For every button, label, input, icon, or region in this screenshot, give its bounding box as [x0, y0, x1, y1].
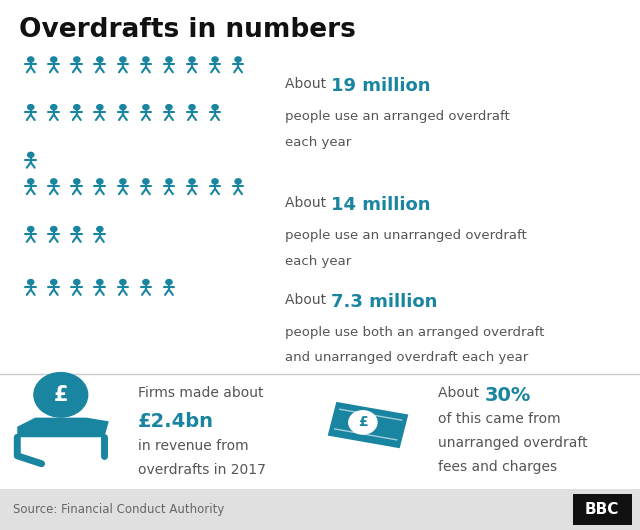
- Circle shape: [74, 57, 80, 62]
- Circle shape: [143, 279, 149, 285]
- Circle shape: [51, 179, 57, 184]
- Circle shape: [28, 152, 34, 157]
- Text: £: £: [54, 385, 68, 405]
- Circle shape: [97, 57, 103, 62]
- Text: Firms made about: Firms made about: [138, 386, 263, 400]
- Circle shape: [212, 57, 218, 62]
- Polygon shape: [328, 402, 408, 448]
- Circle shape: [189, 179, 195, 184]
- Circle shape: [51, 104, 57, 110]
- Text: in revenue from: in revenue from: [138, 439, 248, 453]
- Circle shape: [143, 179, 149, 184]
- Circle shape: [235, 57, 241, 62]
- Circle shape: [143, 57, 149, 62]
- Circle shape: [28, 279, 34, 285]
- Circle shape: [28, 57, 34, 62]
- FancyBboxPatch shape: [573, 494, 632, 525]
- Circle shape: [166, 179, 172, 184]
- Circle shape: [97, 226, 103, 232]
- Circle shape: [51, 57, 57, 62]
- Circle shape: [212, 104, 218, 110]
- Text: 7.3 million: 7.3 million: [331, 293, 437, 311]
- Circle shape: [28, 104, 34, 110]
- Circle shape: [28, 226, 34, 232]
- Circle shape: [166, 57, 172, 62]
- Circle shape: [74, 179, 80, 184]
- Text: of this came from: of this came from: [438, 412, 561, 426]
- Text: each year: each year: [285, 136, 351, 149]
- Text: people use both an arranged overdraft: people use both an arranged overdraft: [285, 326, 544, 339]
- Circle shape: [97, 179, 103, 184]
- Text: overdrafts in 2017: overdrafts in 2017: [138, 463, 266, 476]
- Circle shape: [97, 104, 103, 110]
- Circle shape: [349, 411, 377, 434]
- Circle shape: [74, 226, 80, 232]
- Text: unarranged overdraft: unarranged overdraft: [438, 436, 588, 450]
- Text: About: About: [285, 196, 330, 210]
- Text: and unarranged overdraft each year: and unarranged overdraft each year: [285, 351, 528, 365]
- Circle shape: [51, 226, 57, 232]
- Circle shape: [28, 179, 34, 184]
- Circle shape: [166, 279, 172, 285]
- Circle shape: [51, 279, 57, 285]
- Circle shape: [97, 279, 103, 285]
- Text: Source: Financial Conduct Authority: Source: Financial Conduct Authority: [13, 503, 224, 516]
- Text: About: About: [285, 77, 330, 91]
- Circle shape: [74, 104, 80, 110]
- Circle shape: [143, 104, 149, 110]
- Polygon shape: [17, 418, 109, 437]
- Circle shape: [34, 373, 88, 417]
- Circle shape: [120, 104, 126, 110]
- Text: fees and charges: fees and charges: [438, 460, 557, 474]
- Text: people use an unarranged overdraft: people use an unarranged overdraft: [285, 229, 527, 243]
- Circle shape: [120, 57, 126, 62]
- Text: £: £: [358, 416, 368, 429]
- Text: 30%: 30%: [485, 386, 531, 405]
- Circle shape: [120, 279, 126, 285]
- Text: people use an arranged overdraft: people use an arranged overdraft: [285, 110, 509, 123]
- Circle shape: [74, 279, 80, 285]
- Text: £2.4bn: £2.4bn: [138, 412, 214, 431]
- Text: About: About: [285, 293, 330, 306]
- Circle shape: [235, 179, 241, 184]
- Text: About: About: [438, 386, 484, 400]
- Text: each year: each year: [285, 255, 351, 268]
- Circle shape: [189, 57, 195, 62]
- Text: 19 million: 19 million: [331, 77, 430, 95]
- Text: 14 million: 14 million: [331, 196, 430, 214]
- Circle shape: [212, 179, 218, 184]
- Circle shape: [166, 104, 172, 110]
- Circle shape: [189, 104, 195, 110]
- Text: Overdrafts in numbers: Overdrafts in numbers: [19, 17, 356, 43]
- Text: BBC: BBC: [585, 502, 620, 517]
- Circle shape: [120, 179, 126, 184]
- Bar: [0, 489, 640, 530]
